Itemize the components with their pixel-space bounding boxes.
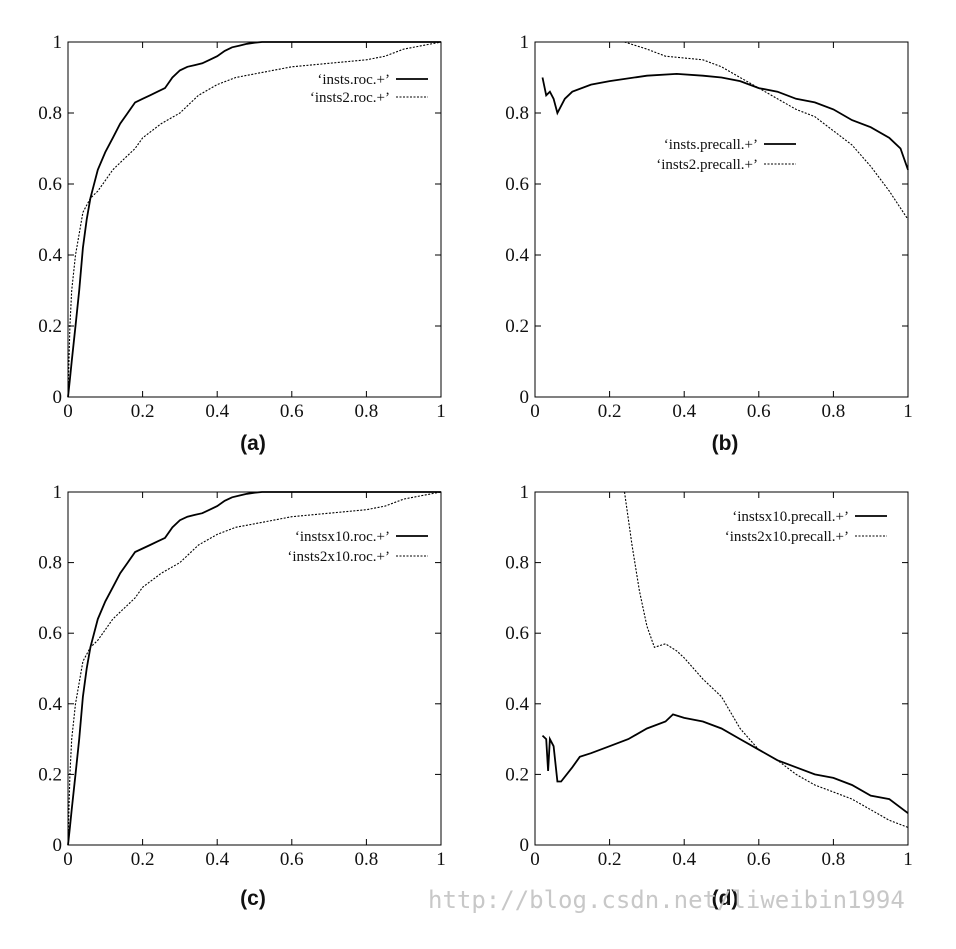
y-tick-label: 0.6	[38, 623, 62, 644]
legend-label: ‘insts.precall.+’	[664, 137, 758, 153]
chart-caption: (b)	[712, 432, 739, 455]
y-tick-label: 1	[53, 482, 63, 503]
x-tick-label: 0	[530, 849, 540, 870]
x-tick-label: 0.2	[598, 849, 622, 870]
y-tick-label: 1	[520, 482, 530, 503]
y-tick-label: 0.2	[505, 316, 529, 337]
x-tick-label: 1	[436, 849, 446, 870]
y-tick-label: 0.8	[38, 103, 62, 124]
chart-panel-a: 0 0.2 0.4 0.6 0.8 1 0 0.2 0.4 0.6 0.8 1 ‘insts.roc.+…	[38, 32, 446, 455]
series-line-solid	[541, 713, 909, 814]
series-line-dashed	[67, 491, 442, 846]
y-tick-label: 0.8	[505, 553, 529, 574]
legend-label: ‘insts2.precall.+’	[656, 157, 758, 173]
legend-label: ‘instsx10.roc.+’	[295, 529, 390, 545]
chart-panel-b: 0 0.2 0.4 0.6 0.8 1 0 0.2 0.4 0.6 0.8 1 ‘insts.preca…	[505, 32, 913, 455]
y-tick-label: 1	[520, 32, 530, 53]
chart-caption: (c)	[240, 887, 266, 910]
legend-label: ‘insts2.roc.+’	[310, 90, 390, 106]
y-tick-label: 0.2	[38, 316, 62, 337]
x-tick-label: 0.4	[672, 849, 696, 870]
x-tick-label: 0.8	[355, 849, 379, 870]
x-tick-label: 0.6	[747, 849, 771, 870]
x-tick-label: 0.2	[131, 849, 155, 870]
x-tick-label: 0.8	[355, 401, 379, 422]
x-tick-label: 0.8	[822, 401, 846, 422]
y-tick-label: 0.4	[505, 245, 529, 266]
plot-frame	[534, 41, 909, 398]
legend-label: ‘insts.roc.+’	[317, 72, 390, 88]
legend-label: ‘insts2x10.roc.+’	[287, 549, 390, 565]
chart-panel-d: 0 0.2 0.4 0.6 0.8 1 0 0.2 0.4 0.6 0.8 1 ‘instsx10.pr…	[505, 482, 913, 910]
y-tick-label: 0	[53, 835, 63, 856]
x-tick-label: 0	[63, 849, 73, 870]
y-tick-label: 0.6	[38, 174, 62, 195]
chart-panel-c: 0 0.2 0.4 0.6 0.8 1 0 0.2 0.4 0.6 0.8 1 ‘instsx10.ro…	[38, 482, 446, 910]
y-tick-label: 0	[53, 387, 63, 408]
x-tick-label: 1	[903, 401, 913, 422]
plot-frame	[534, 491, 909, 846]
x-tick-label: 0.4	[205, 401, 229, 422]
x-tick-label: 0.2	[598, 401, 622, 422]
x-tick-label: 0.2	[131, 401, 155, 422]
x-tick-label: 0.8	[822, 849, 846, 870]
x-tick-label: 0.6	[280, 849, 304, 870]
y-tick-label: 0.8	[38, 553, 62, 574]
x-tick-label: 0	[530, 401, 540, 422]
x-tick-label: 0.4	[205, 849, 229, 870]
y-tick-label: 0.4	[38, 694, 62, 715]
x-tick-label: 0.4	[672, 401, 696, 422]
chart-caption: (d)	[712, 887, 739, 910]
y-tick-label: 0.2	[38, 764, 62, 785]
x-tick-label: 1	[903, 849, 913, 870]
x-tick-label: 0.6	[280, 401, 304, 422]
series-line-dashed	[624, 41, 909, 220]
y-tick-label: 0.4	[505, 694, 529, 715]
y-tick-label: 0	[520, 387, 530, 408]
x-tick-label: 1	[436, 401, 446, 422]
watermark: http://blog.csdn.net/liweibin1994	[428, 886, 905, 914]
y-tick-label: 0.8	[505, 103, 529, 124]
chart-caption: (a)	[240, 432, 266, 455]
y-tick-label: 0.6	[505, 174, 529, 195]
series-line-solid	[541, 72, 909, 171]
y-tick-label: 0.6	[505, 623, 529, 644]
y-tick-label: 1	[53, 32, 63, 53]
legend-label: ‘instsx10.precall.+’	[732, 509, 849, 525]
series-line-dashed	[67, 41, 442, 398]
y-tick-label: 0.2	[505, 764, 529, 785]
series-line-solid	[67, 41, 441, 398]
series-line-solid	[67, 491, 441, 846]
x-tick-label: 0.6	[747, 401, 771, 422]
x-tick-label: 0	[63, 401, 73, 422]
legend-label: ‘insts2x10.precall.+’	[725, 529, 849, 545]
y-tick-label: 0	[520, 835, 530, 856]
y-tick-label: 0.4	[38, 245, 62, 266]
